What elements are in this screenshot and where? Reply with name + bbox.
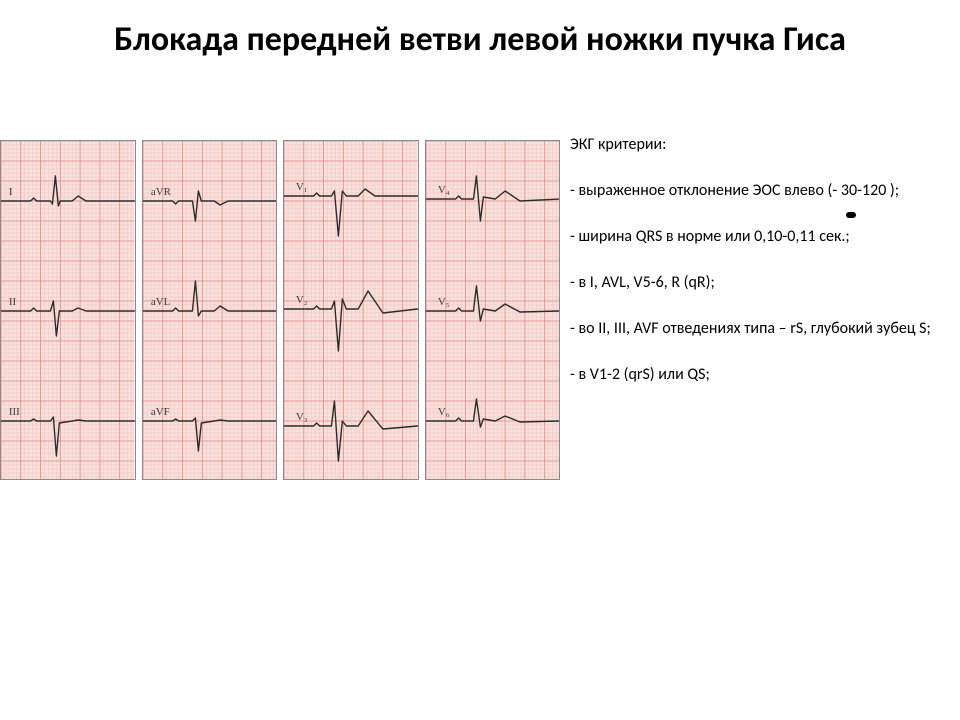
criteria-item: - в I, AVL, V5-6, R (qR); (570, 273, 940, 293)
svg-text:aVR: aVR (150, 186, 171, 198)
svg-text:V₃: V₃ (296, 411, 308, 423)
ecg-strip: V₄ V₅ V₆ (425, 140, 561, 480)
ecg-strips: IIIIIIaVRaVLaVFV₁V₂V₃V₄V₅V₆ (0, 140, 560, 480)
criteria-block: ЭКГ критерии: - выраженное отклонение ЭО… (570, 135, 940, 411)
svg-text:III: III (9, 406, 20, 418)
svg-text:V₄: V₄ (437, 184, 449, 196)
stray-mark (846, 212, 856, 218)
criteria-item: - выраженное отклонение ЭОС влево (- 30-… (570, 181, 940, 201)
svg-text:V₅: V₅ (437, 296, 449, 308)
svg-text:II: II (9, 296, 17, 308)
ecg-strip: IIIIII (0, 140, 136, 480)
ecg-strip: aVR aVL aVF (142, 140, 278, 480)
ecg-strip: V₁ V₂ V₃ (283, 140, 419, 480)
criteria-item: - ширина QRS в норме или 0,10-0,11 сек.; (570, 227, 940, 247)
criteria-item: - в V1-2 (qrS) или QS; (570, 365, 940, 385)
slide-title: Блокада передней ветви левой ножки пучка… (0, 20, 960, 61)
svg-text:V₂: V₂ (296, 294, 308, 306)
svg-text:V₆: V₆ (437, 406, 449, 418)
svg-text:V₁: V₁ (296, 181, 308, 193)
svg-text:aVF: aVF (150, 406, 169, 418)
criteria-heading: ЭКГ критерии: (570, 135, 940, 155)
svg-text:I: I (9, 186, 13, 198)
svg-text:aVL: aVL (150, 296, 170, 308)
criteria-item: - во II, III, AVF отведениях типа – rS, … (570, 319, 940, 339)
